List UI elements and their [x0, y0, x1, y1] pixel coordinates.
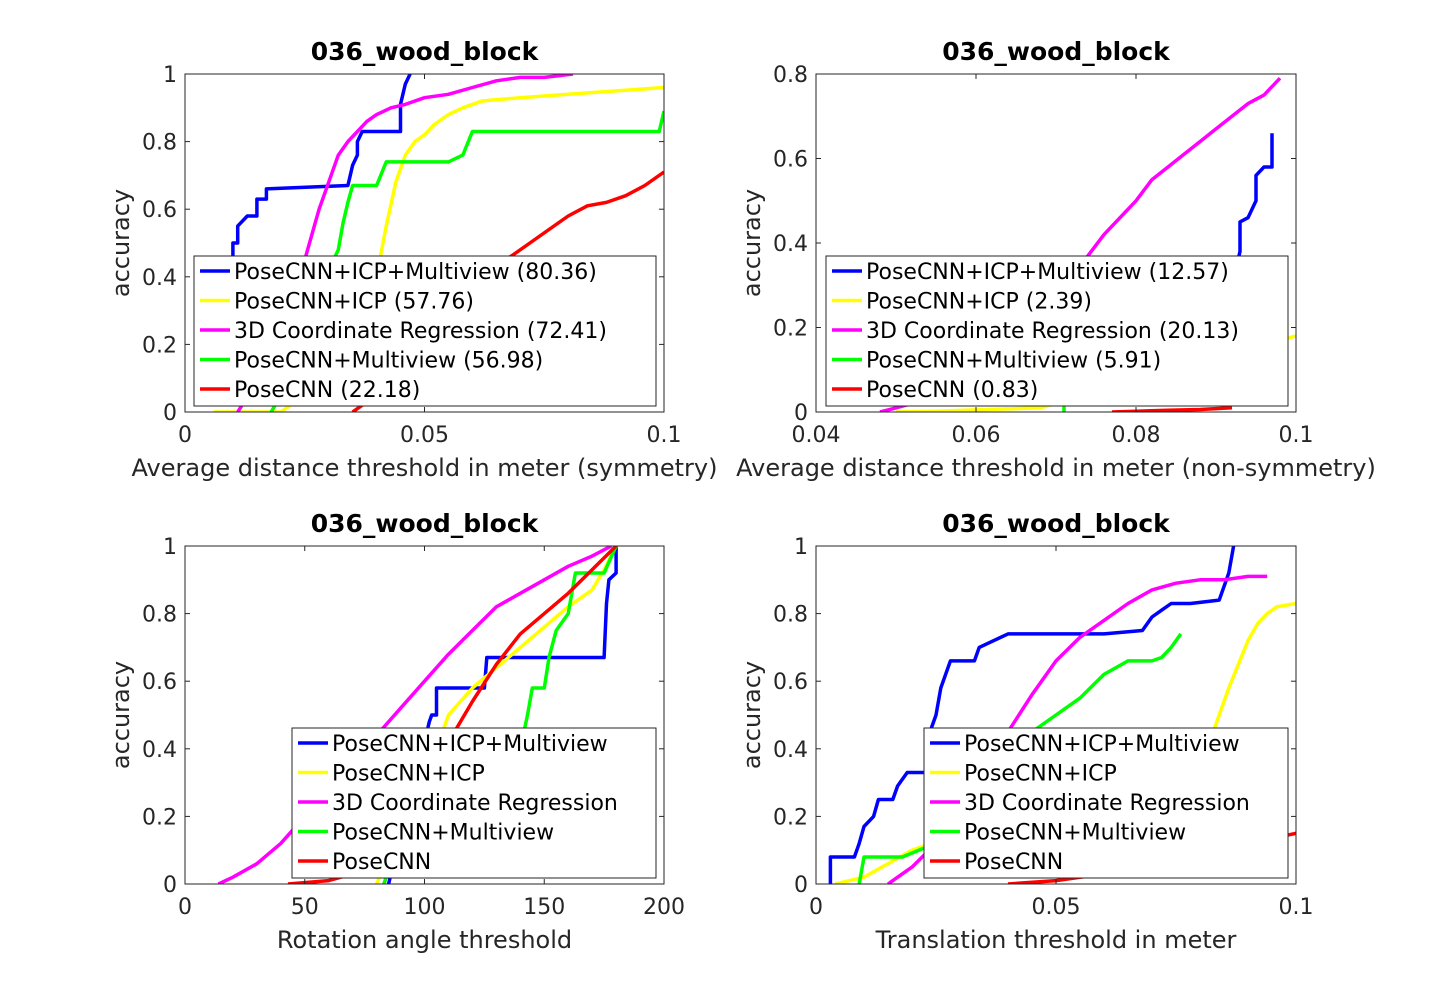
- y-tick-label: 1: [163, 63, 177, 88]
- chart-title: 036_wood_block: [942, 37, 1171, 66]
- x-tick-label: 0.1: [1279, 895, 1314, 920]
- x-axis-label: Translation threshold in meter: [875, 926, 1237, 954]
- y-tick-label: 0.8: [773, 63, 808, 88]
- x-tick-label: 0.1: [647, 423, 682, 448]
- legend-label-5: PoseCNN (0.83): [866, 378, 1038, 403]
- legend-label-4: PoseCNN+Multiview: [964, 821, 1186, 846]
- series-line-5: [1111, 406, 1233, 412]
- legend-label-5: PoseCNN: [964, 850, 1063, 875]
- x-tick-label: 200: [643, 895, 685, 920]
- legend-label-2: PoseCNN+ICP (2.39): [866, 290, 1092, 315]
- series-line-1: [386, 546, 618, 884]
- series-line-4: [857, 632, 1183, 884]
- y-tick-label: 0: [163, 873, 177, 898]
- chart-panel-4: 0 0.05 0.1 0 0.2 0.4 0.6 0.8 1 036_wood_block Tran…: [738, 509, 1314, 954]
- x-axis-label: Average distance threshold in meter (sym…: [132, 454, 718, 482]
- legend-label-2: PoseCNN+ICP (57.76): [234, 290, 474, 315]
- series-line-3: [236, 74, 574, 412]
- y-tick-label: 0.8: [773, 603, 808, 628]
- y-tick-label: 0.2: [773, 805, 808, 830]
- x-axis-label: Rotation angle threshold: [277, 926, 572, 954]
- y-tick-label: 0.4: [773, 738, 808, 763]
- legend-label-4: PoseCNN+Multiview (5.91): [866, 349, 1161, 374]
- x-tick-label: 0.04: [792, 423, 841, 448]
- legend-label-1: PoseCNN+ICP+Multiview: [332, 732, 608, 757]
- y-tick-label: 0.8: [142, 131, 177, 156]
- y-tick-label: 0.2: [773, 317, 808, 342]
- legend-label-5: PoseCNN: [332, 850, 431, 875]
- legend-label-3: 3D Coordinate Regression (72.41): [234, 319, 607, 344]
- x-tick-label: 0.05: [1032, 895, 1081, 920]
- series-line-1: [828, 546, 1236, 884]
- chart-title: 036_wood_block: [311, 509, 540, 538]
- y-tick-label: 0: [794, 401, 808, 426]
- legend-label-1: PoseCNN+ICP+Multiview (12.57): [866, 260, 1229, 285]
- legend-label-3: 3D Coordinate Regression: [964, 791, 1250, 816]
- y-tick-label: 0.6: [142, 198, 177, 223]
- x-tick-label: 0.05: [400, 423, 449, 448]
- y-tick-label: 0.8: [142, 603, 177, 628]
- x-tick-label: 50: [291, 895, 319, 920]
- y-axis-label: accuracy: [107, 661, 135, 769]
- legend-label-1: PoseCNN+ICP+Multiview: [964, 732, 1240, 757]
- y-axis-label: accuracy: [107, 189, 135, 297]
- legend-box: [825, 255, 1289, 407]
- legend-label-2: PoseCNN+ICP: [332, 762, 485, 787]
- chart-title: 036_wood_block: [942, 509, 1171, 538]
- legend-label-1: PoseCNN+ICP+Multiview (80.36): [234, 260, 597, 285]
- series-line-2: [834, 601, 1296, 884]
- x-tick-label: 0: [809, 895, 823, 920]
- y-tick-label: 1: [794, 535, 808, 560]
- legend-label-4: PoseCNN+Multiview: [332, 821, 554, 846]
- legend: PoseCNN+ICP+Multiview (80.36) PoseCNN+ICP…: [193, 255, 657, 407]
- series-line-1: [1230, 133, 1274, 286]
- x-tick-label: 0.06: [952, 423, 1001, 448]
- y-axis-label: accuracy: [738, 661, 766, 769]
- legend-label-3: 3D Coordinate Regression (20.13): [866, 319, 1239, 344]
- y-tick-label: 0.4: [142, 738, 177, 763]
- x-tick-label: 0.1: [1279, 423, 1314, 448]
- x-tick-label: 100: [404, 895, 446, 920]
- x-tick-label: 0: [178, 895, 192, 920]
- legend-box: [193, 255, 657, 407]
- y-tick-label: 0.2: [142, 805, 177, 830]
- y-tick-label: 0.4: [773, 232, 808, 257]
- legend: PoseCNN+ICP+Multiview (12.57) PoseCNN+ICP…: [825, 255, 1289, 407]
- chart-title: 036_wood_block: [311, 37, 540, 66]
- y-tick-label: 0.6: [142, 670, 177, 695]
- x-tick-label: 150: [523, 895, 565, 920]
- y-axis-label: accuracy: [738, 189, 766, 297]
- y-tick-label: 0: [163, 401, 177, 426]
- y-tick-label: 0.6: [773, 670, 808, 695]
- chart-panel-3: 0 50 100 150 200 0 0.2 0.4 0.6 0.8 1 036_wood_block…: [107, 509, 685, 954]
- y-tick-label: 0.6: [773, 148, 808, 173]
- series-line-1: [217, 74, 412, 272]
- chart-panel-2: 0.04 0.06 0.08 0.1 0 0.2 0.4 0.6 0.8 036_wood_blo…: [736, 37, 1376, 482]
- x-tick-label: 0: [178, 423, 192, 448]
- series-line-3: [217, 546, 613, 884]
- y-tick-label: 0: [794, 873, 808, 898]
- legend-label-4: PoseCNN+Multiview (56.98): [234, 349, 543, 374]
- legend: PoseCNN+ICP+Multiview PoseCNN+ICP 3D Coord…: [291, 727, 657, 879]
- legend-label-2: PoseCNN+ICP: [964, 762, 1117, 787]
- y-tick-label: 0.2: [142, 333, 177, 358]
- legend-label-5: PoseCNN (22.18): [234, 378, 420, 403]
- legend-box: [923, 727, 1289, 879]
- x-tick-label: 0.08: [1112, 423, 1161, 448]
- x-axis-label: Average distance threshold in meter (non…: [736, 454, 1376, 482]
- legend-label-3: 3D Coordinate Regression: [332, 791, 618, 816]
- y-tick-label: 1: [163, 535, 177, 560]
- legend: PoseCNN+ICP+Multiview PoseCNN+ICP 3D Coord…: [923, 727, 1289, 879]
- y-tick-label: 0.4: [142, 266, 177, 291]
- legend-box: [291, 727, 657, 879]
- chart-panel-1: 0 0.05 0.1 0 0.2 0.4 0.6 0.8 1 036_wood_block Aver…: [107, 37, 717, 482]
